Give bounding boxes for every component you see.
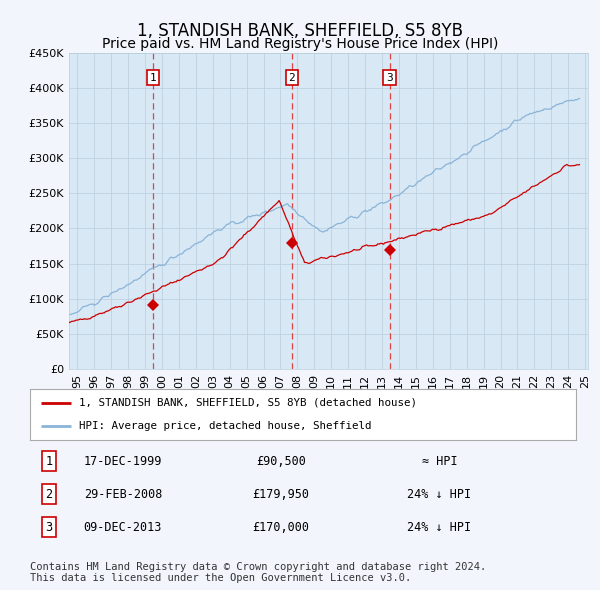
Text: 1: 1	[149, 73, 156, 83]
Text: HPI: Average price, detached house, Sheffield: HPI: Average price, detached house, Shef…	[79, 421, 371, 431]
Text: £90,500: £90,500	[256, 454, 306, 468]
Text: 17-DEC-1999: 17-DEC-1999	[83, 454, 162, 468]
Text: Contains HM Land Registry data © Crown copyright and database right 2024.
This d: Contains HM Land Registry data © Crown c…	[30, 562, 486, 584]
Text: ≈ HPI: ≈ HPI	[422, 454, 457, 468]
Text: £170,000: £170,000	[253, 520, 310, 534]
Text: Price paid vs. HM Land Registry's House Price Index (HPI): Price paid vs. HM Land Registry's House …	[102, 37, 498, 51]
Text: £179,950: £179,950	[253, 487, 310, 501]
Text: 2: 2	[289, 73, 295, 83]
Text: 2: 2	[46, 487, 53, 501]
Text: 29-FEB-2008: 29-FEB-2008	[83, 487, 162, 501]
Text: 24% ↓ HPI: 24% ↓ HPI	[407, 520, 472, 534]
Text: 1: 1	[46, 454, 53, 468]
Text: 24% ↓ HPI: 24% ↓ HPI	[407, 487, 472, 501]
Text: 3: 3	[46, 520, 53, 534]
Text: 1, STANDISH BANK, SHEFFIELD, S5 8YB: 1, STANDISH BANK, SHEFFIELD, S5 8YB	[137, 22, 463, 41]
Text: 3: 3	[386, 73, 393, 83]
Text: 1, STANDISH BANK, SHEFFIELD, S5 8YB (detached house): 1, STANDISH BANK, SHEFFIELD, S5 8YB (det…	[79, 398, 417, 408]
Text: 09-DEC-2013: 09-DEC-2013	[83, 520, 162, 534]
